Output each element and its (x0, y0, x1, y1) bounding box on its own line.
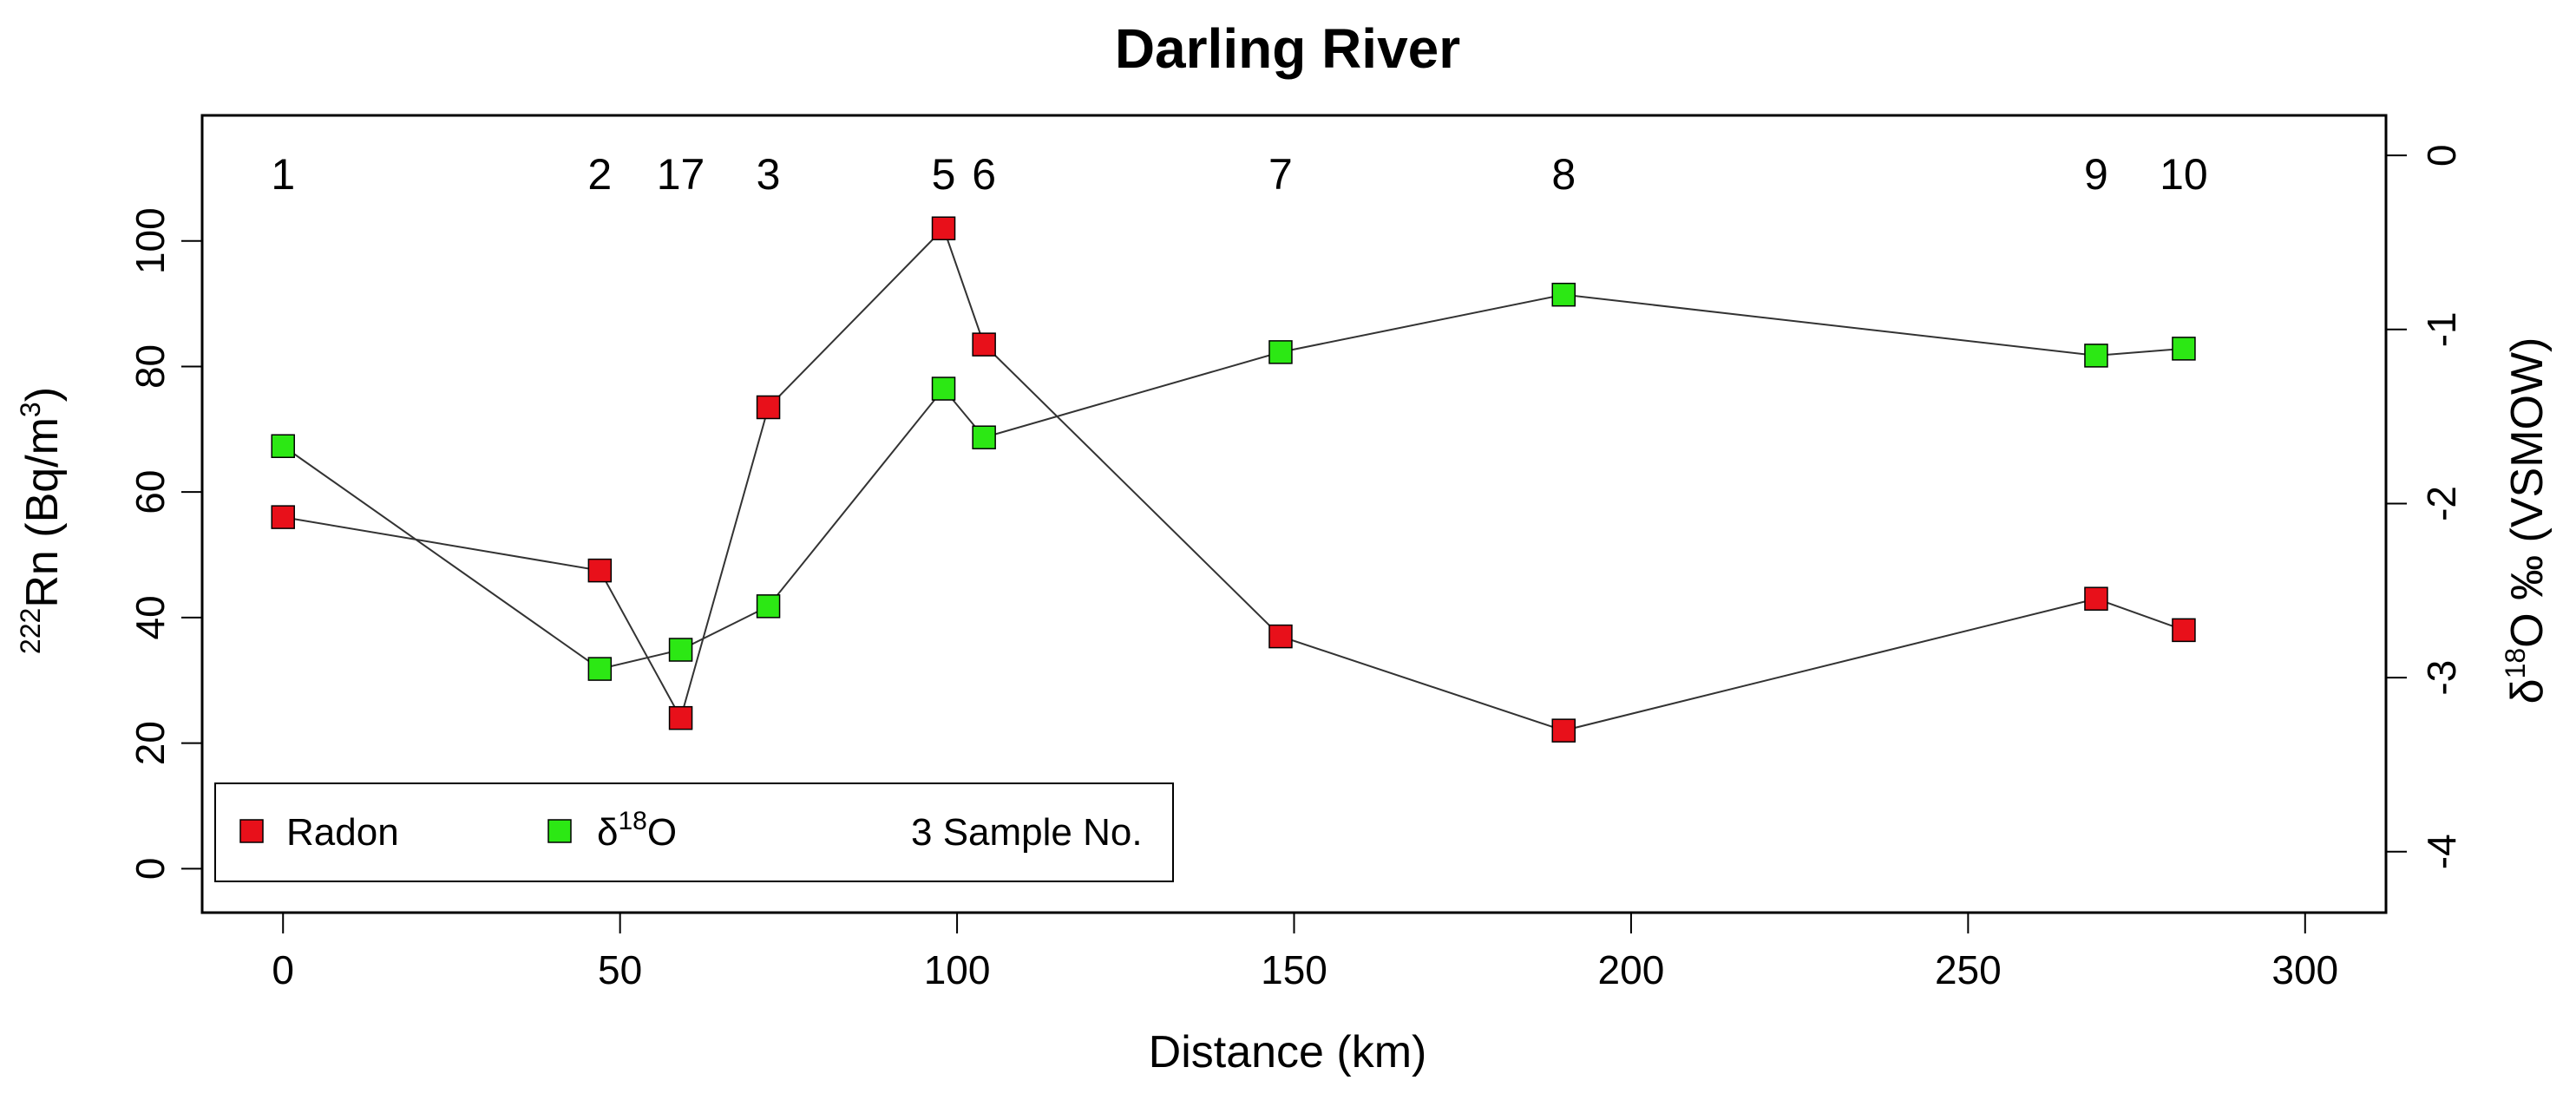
y-axis-label-sup2: 3 (15, 402, 46, 417)
d18o-point (668, 638, 693, 662)
radon-point (931, 216, 956, 241)
legend-d18o-main: O (647, 811, 677, 854)
radon-point (2084, 586, 2108, 611)
d18o-point (1551, 282, 1576, 307)
radon-point (587, 558, 613, 583)
legend-d18o-sup: 18 (619, 807, 647, 835)
d18o-point (756, 594, 781, 619)
series-line-radon (283, 226, 2185, 732)
sample-number-label: 9 (2084, 150, 2108, 199)
sample-number-label: 10 (2160, 150, 2208, 199)
d18o-point (271, 434, 295, 458)
y2-tick-label: -1 (2419, 311, 2464, 347)
sample-number-label: 2 (587, 150, 612, 199)
sample-number-label: 5 (932, 150, 956, 199)
series-markers (271, 216, 2196, 743)
y2-axis-label-sup: 18 (2500, 648, 2531, 679)
sample-number-label: 6 (972, 150, 996, 199)
y-tick-label: 60 (128, 470, 173, 514)
y-tick-label: 20 (128, 721, 173, 765)
y2-tick-label: 0 (2419, 144, 2464, 167)
y2-tick-label: -4 (2419, 834, 2464, 869)
y2-tick-label: -3 (2419, 660, 2464, 696)
x-tick-label: 200 (1598, 947, 1665, 992)
legend-d18o-label: δ18O (597, 807, 677, 854)
radon-point (972, 332, 996, 357)
legend-sample-label: 3 Sample No. (911, 811, 1143, 854)
radon-point (756, 395, 781, 420)
legend-d18o-marker (547, 819, 572, 843)
y2-axis-label: δ18O ‰ (VSMOW) (2500, 337, 2553, 704)
y-axis-label-main: Rn (Bq/m (17, 417, 68, 608)
y2-tick-label: -2 (2419, 486, 2464, 521)
x-tick-label: 50 (598, 947, 642, 992)
y-axis-label-sup: 222 (15, 608, 46, 654)
radon-point (2172, 618, 2196, 643)
x-axis: 0 50 100 150 200 250 300 (272, 912, 2338, 992)
sample-number-label: 3 (757, 150, 781, 199)
y-axis-label-end: ) (17, 387, 68, 402)
sample-number-label: 1 (271, 150, 295, 199)
y-tick-label: 80 (128, 344, 173, 389)
legend-box (214, 782, 1174, 882)
radon-point (668, 705, 693, 730)
radon-point (1551, 718, 1576, 743)
radon-point (271, 505, 295, 529)
sample-number-label: 7 (1268, 150, 1293, 199)
y2-axis-label-main: O ‰ (VSMOW) (2502, 337, 2553, 648)
y-axis-label: 222Rn (Bq/m3) (15, 387, 68, 654)
x-tick-label: 300 (2271, 947, 2338, 992)
d18o-point (2172, 337, 2196, 361)
sample-labels: 1 2 17 3 5 6 7 8 9 10 (271, 150, 2207, 199)
y-tick-label: 100 (128, 207, 173, 274)
d18o-point (931, 376, 956, 401)
x-axis-label: Distance (km) (1149, 1027, 1427, 1077)
x-tick-label: 150 (1261, 947, 1327, 992)
y-tick-label: 0 (128, 858, 173, 881)
x-tick-label: 250 (1935, 947, 2002, 992)
d18o-point (972, 425, 996, 449)
x-tick-label: 100 (924, 947, 991, 992)
legend-radon-label: Radon (286, 811, 399, 854)
sample-number-label: 8 (1551, 150, 1576, 199)
legend-d18o-pre: δ (597, 811, 619, 854)
x-tick-label: 0 (272, 947, 294, 992)
series-line-d18o (282, 293, 2185, 671)
chart-title: Darling River (1115, 17, 1460, 80)
series-lines (282, 226, 2185, 732)
y-axis-left: 0 20 40 60 80 100 (128, 207, 203, 881)
sample-number-label: 17 (657, 150, 705, 199)
y-axis-right: 0 -1 -2 -3 -4 (2385, 144, 2464, 869)
legend: Radon δ18O 3 Sample No. (214, 782, 1174, 882)
y-tick-label: 40 (128, 595, 173, 639)
y2-axis-label-pre: δ (2502, 678, 2553, 704)
radon-point (1268, 624, 1293, 649)
d18o-point (1268, 340, 1293, 364)
d18o-point (2084, 344, 2108, 368)
legend-radon-marker (239, 819, 264, 843)
d18o-point (587, 657, 613, 681)
